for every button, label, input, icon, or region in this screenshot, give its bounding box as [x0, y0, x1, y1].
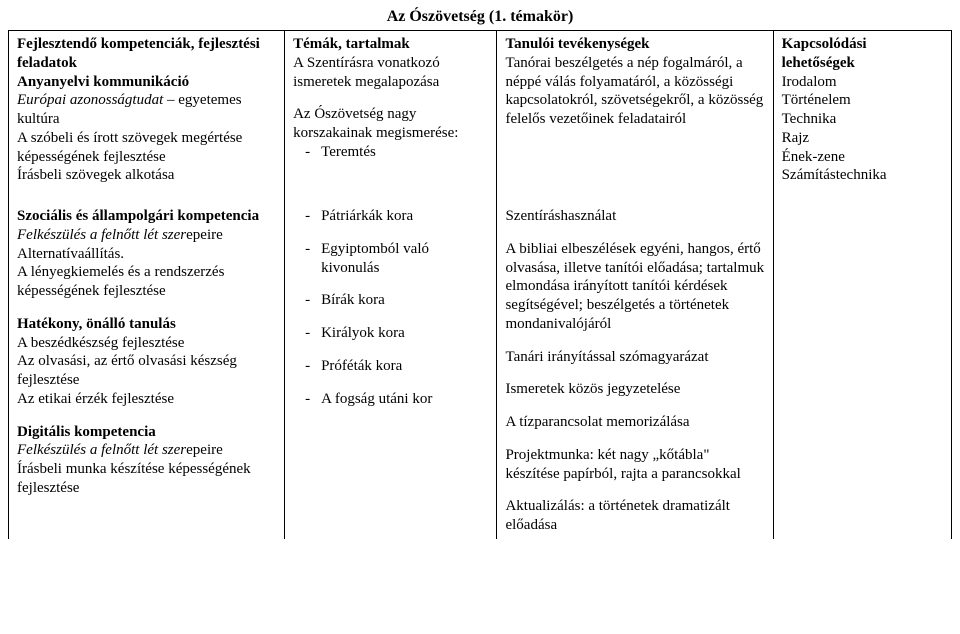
curriculum-table: Fejlesztendő kompetenciák, fejlesztési f… — [8, 30, 952, 539]
text: Projektmunka: két nagy „kőtábla" készíté… — [505, 446, 764, 484]
col-header: Fejlesztendő kompetenciák, fejlesztési f… — [17, 35, 276, 73]
text: Anyanyelvi kommunikáció — [17, 74, 189, 90]
text: A szóbeli és írott szövegek megértése ké… — [17, 130, 242, 165]
text: Tanórai beszélgetés a nép fogalmáról, a … — [505, 54, 764, 129]
text: Az olvasási, az értő olvasási készség fe… — [17, 352, 276, 390]
text: Digitális kompetencia — [17, 423, 276, 442]
list-item: Királyok kora — [293, 324, 488, 343]
text: Ének-zene — [782, 148, 943, 167]
table-row: Szociális és állampolgári kompetencia Fe… — [9, 189, 952, 539]
text: Szociális és állampolgári kompetencia — [17, 207, 276, 226]
list-item: Egyiptomból való kivonulás — [293, 240, 488, 278]
text: Alternatívaállítás. — [17, 245, 276, 264]
text: Számítástechnika — [782, 166, 943, 185]
text: A bibliai elbeszélések egyéni, hangos, é… — [505, 240, 764, 334]
list-item: A fogság utáni kor — [293, 390, 488, 409]
text: A beszédkészség fejlesztése — [17, 334, 276, 353]
text: Felkészülés a felnőtt lét szer — [17, 442, 186, 458]
text: Aktualizálás: a történetek dramatizált e… — [505, 497, 764, 535]
text: Az Ószövetség nagy korszakainak megismer… — [293, 105, 488, 143]
list-item: Pátriárkák kora — [293, 207, 488, 226]
text: Technika — [782, 110, 943, 129]
text: Szentíráshasználat — [505, 207, 764, 226]
text: Felkészülés a felnőtt lét szer — [17, 227, 186, 243]
text: Irodalom — [782, 73, 943, 92]
table-row: Fejlesztendő kompetenciák, fejlesztési f… — [9, 31, 952, 190]
text: Ismeretek közös jegyzetelése — [505, 380, 764, 399]
text: Hatékony, önálló tanulás — [17, 315, 276, 334]
list-item: Bírák kora — [293, 291, 488, 310]
text: Írásbeli munka készítése képességének fe… — [17, 460, 276, 498]
list-item: Teremtés — [293, 143, 488, 162]
text: A tízparancsolat memorizálása — [505, 413, 764, 432]
text: Tanári irányítással szómagyarázat — [505, 348, 764, 367]
col-header: Kapcsolódási lehetőségek — [782, 35, 943, 73]
col-header: Témák, tartalmak — [293, 35, 488, 54]
text: epeire — [186, 442, 223, 458]
list-item: Próféták kora — [293, 357, 488, 376]
text: Az etikai érzék fejlesztése — [17, 390, 276, 409]
text: Történelem — [782, 91, 943, 110]
page-title: Az Ószövetség (1. témakör) — [8, 8, 952, 26]
text: Európai azonosságtudat — [17, 92, 163, 108]
col-header: Tanulói tevékenységek — [505, 35, 764, 54]
text: Rajz — [782, 129, 943, 148]
text: epeire — [186, 227, 223, 243]
text: Írásbeli szövegek alkotása — [17, 167, 174, 183]
text: A Szentírásra vonatkozó ismeretek megala… — [293, 54, 488, 92]
text: A lényegkiemelés és a rendszerzés képess… — [17, 263, 276, 301]
